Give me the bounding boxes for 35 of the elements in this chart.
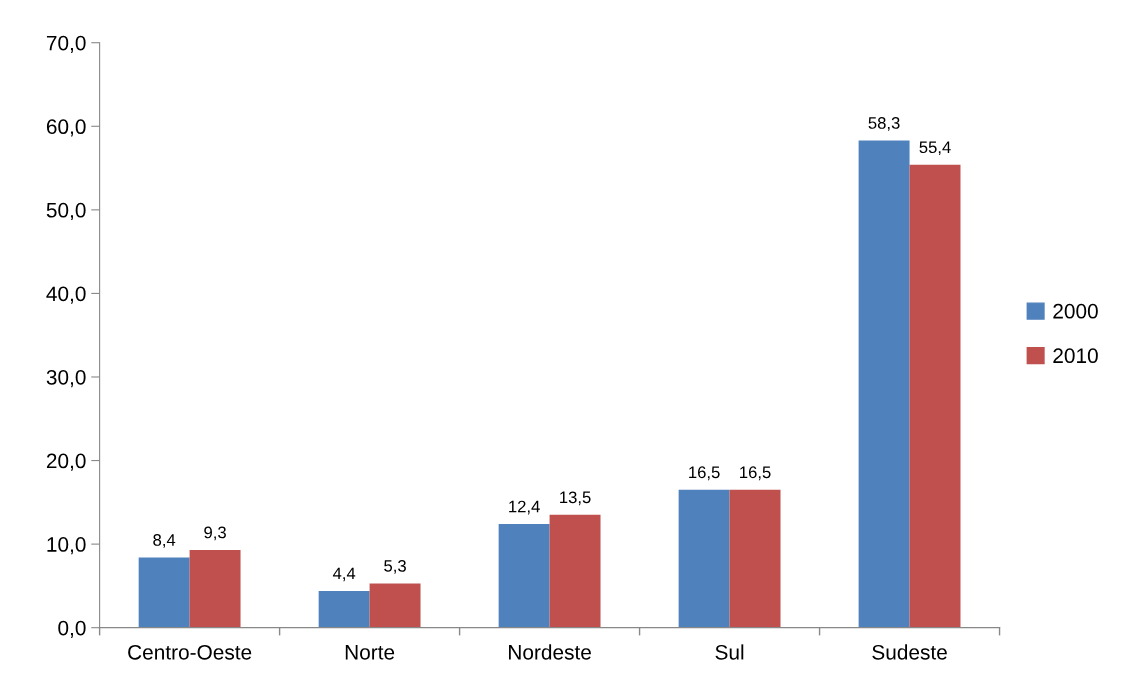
bar bbox=[909, 164, 961, 628]
data-label: 13,5 bbox=[560, 491, 591, 506]
bar bbox=[498, 524, 550, 628]
y-tick-label: 0,0 bbox=[58, 620, 86, 638]
bar bbox=[138, 557, 190, 628]
data-label: 8,4 bbox=[153, 534, 176, 548]
bar bbox=[549, 514, 601, 628]
y-tick-label: 30,0 bbox=[46, 369, 86, 388]
y-tick-label: 70,0 bbox=[46, 35, 86, 53]
bar bbox=[189, 549, 241, 628]
y-tick-label: 60,0 bbox=[46, 119, 86, 137]
bar bbox=[729, 489, 781, 628]
data-label: 4,4 bbox=[332, 567, 356, 582]
y-tick-label: 10,0 bbox=[47, 537, 86, 555]
x-tick-label: Nordeste bbox=[509, 644, 591, 660]
bar bbox=[369, 583, 421, 628]
data-label: 16,5 bbox=[689, 466, 720, 481]
data-label: 16,5 bbox=[740, 466, 771, 481]
x-tick-label: Sul bbox=[715, 644, 744, 660]
data-label: 5,3 bbox=[384, 559, 406, 574]
bar bbox=[318, 590, 370, 628]
data-label: 58,3 bbox=[868, 117, 900, 131]
y-tick-label: 50,0 bbox=[46, 202, 86, 221]
data-label: 12,4 bbox=[509, 500, 540, 515]
legend-label: 2000 bbox=[1053, 303, 1098, 319]
x-tick-label: Norte bbox=[345, 645, 395, 660]
x-tick-label: Sudeste bbox=[872, 644, 947, 660]
bar bbox=[858, 140, 910, 628]
y-tick-label: 40,0 bbox=[46, 286, 86, 304]
data-label: 55,4 bbox=[919, 141, 951, 156]
y-tick-label: 20,0 bbox=[46, 453, 86, 471]
bar bbox=[678, 489, 730, 628]
x-tick-label: Centro-Oeste bbox=[128, 644, 252, 660]
data-label: 9,3 bbox=[204, 526, 226, 541]
legend-label: 2010 bbox=[1053, 348, 1098, 364]
